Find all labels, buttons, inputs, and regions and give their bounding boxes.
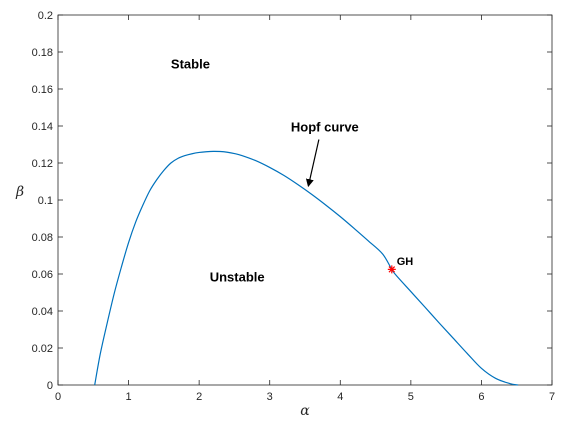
annotations: Stable Unstable Hopf curve GH	[171, 57, 413, 285]
x-tick-label: 0	[55, 391, 61, 403]
y-tick-label: 0.02	[32, 343, 53, 355]
axes-box	[57, 14, 553, 386]
y-axis-label: β	[15, 184, 24, 200]
y-tick-label: 0.12	[32, 158, 53, 170]
x-tick-label: 6	[478, 391, 484, 403]
y-tick-label: 0.2	[38, 10, 53, 22]
y-tick-label: 0.08	[32, 232, 53, 244]
annotation-unstable: Unstable	[210, 269, 265, 284]
y-tick-label: 0.04	[32, 306, 53, 318]
x-tick-label: 5	[408, 391, 414, 403]
x-axis-label: α	[300, 403, 310, 419]
x-tick-label: 7	[549, 391, 555, 403]
annotation-arrow	[305, 139, 320, 188]
plot-area	[94, 150, 519, 386]
x-tick-label: 4	[337, 391, 343, 403]
y-tick-label: 0.14	[32, 121, 53, 133]
x-tick-label: 1	[126, 391, 132, 403]
axes: 0 1 2 3 4 5 6 7 0 0.02 0.04 0.06 0.08 0.1 0.12 0.14 0.16…	[32, 10, 555, 403]
y-tick-label: 0.16	[32, 84, 53, 96]
y-tick-label: 0.06	[32, 269, 53, 281]
annotation-gh: GH	[397, 256, 414, 268]
x-tick-label: 3	[267, 391, 273, 403]
y-tick-label: 0.1	[38, 195, 53, 207]
hopf-curve-line	[94, 150, 519, 386]
y-tick-label: 0.18	[32, 47, 53, 59]
y-tick-label: 0	[47, 380, 53, 392]
marker-stroke	[388, 266, 396, 273]
x-tick-label: 2	[196, 391, 202, 403]
annotation-stable: Stable	[171, 57, 210, 72]
annotation-hopf-curve: Hopf curve	[291, 120, 359, 135]
gh-point-marker	[387, 265, 396, 274]
